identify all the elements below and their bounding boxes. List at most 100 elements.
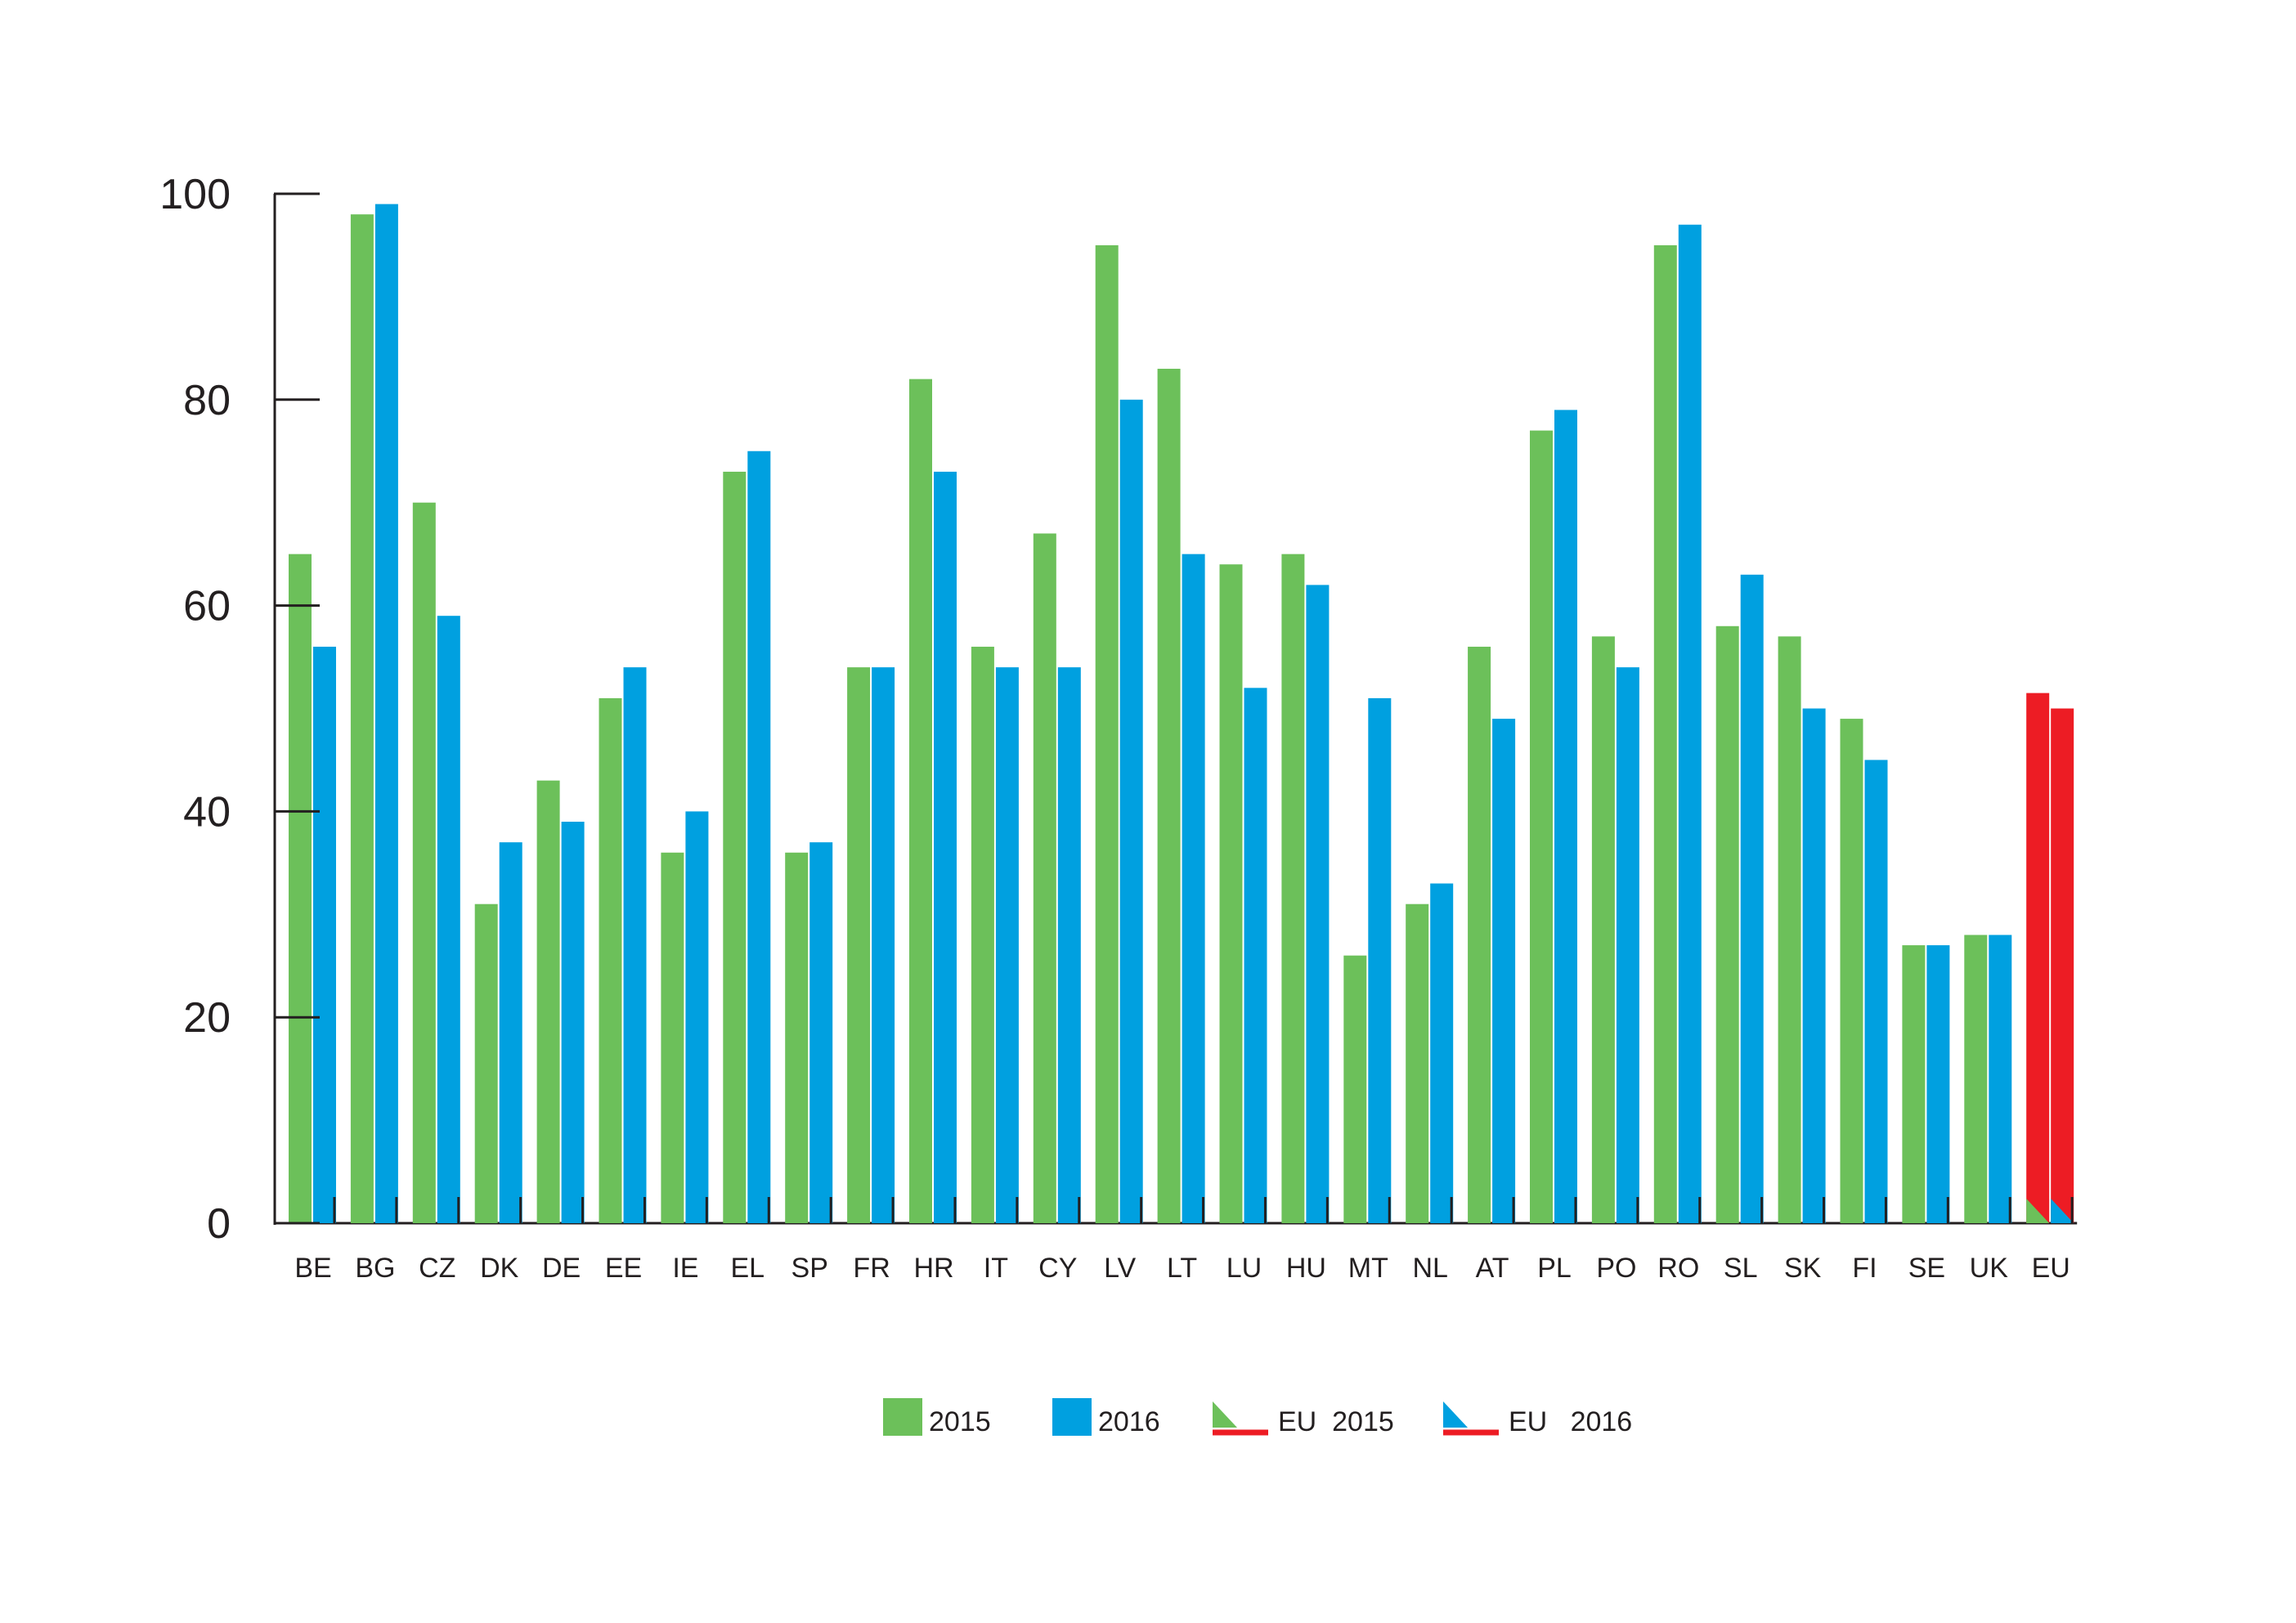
bar-sp-2016 <box>809 842 833 1223</box>
y-tick-label: 0 <box>207 1200 231 1248</box>
bar-cz-2015 <box>412 502 436 1223</box>
legend-item-1: 2016 <box>1052 1398 1160 1437</box>
legend-swatch <box>883 1398 922 1436</box>
eu-series-marker <box>2051 1199 2074 1223</box>
bar-el-2016 <box>747 451 771 1223</box>
legend-label: 2015 <box>929 1406 991 1437</box>
legend-triangle-swatch <box>1443 1401 1468 1428</box>
bar-sl-2015 <box>1715 625 1739 1223</box>
x-tick-label: SK <box>1784 1253 1822 1284</box>
bar-at-2016 <box>1492 719 1516 1223</box>
bar-nl-2016 <box>1430 883 1454 1223</box>
bar-nl-2015 <box>1406 903 1429 1223</box>
bar-de-2016 <box>561 821 585 1223</box>
x-tick-label: DE <box>542 1253 581 1284</box>
x-tick-label: SL <box>1724 1253 1758 1284</box>
bar-hu-2015 <box>1281 554 1305 1223</box>
legend-triangle-swatch <box>1213 1401 1237 1428</box>
bar-sk-2016 <box>1802 708 1826 1223</box>
bar-cy-2015 <box>1033 533 1056 1223</box>
x-tick-label: AT <box>1476 1253 1509 1284</box>
x-tick-label: HU <box>1286 1253 1326 1284</box>
x-tick-label: LV <box>1104 1253 1136 1284</box>
x-tick-label: PO <box>1596 1253 1636 1284</box>
x-tick-label: EE <box>605 1253 642 1284</box>
bar-ee-2015 <box>599 697 622 1223</box>
bar-ie-2015 <box>661 852 684 1223</box>
bar-fi-2015 <box>1840 719 1863 1223</box>
bar-lt-2015 <box>1157 369 1181 1223</box>
bar-be-2016 <box>313 646 336 1223</box>
x-tick-label: BE <box>294 1253 331 1284</box>
bar-sk-2015 <box>1778 636 1801 1223</box>
bar-eu-2016 <box>2051 708 2074 1223</box>
bar-at-2015 <box>1468 646 1491 1223</box>
bar-lt-2016 <box>1182 554 1205 1223</box>
bar-lu-2015 <box>1219 564 1243 1223</box>
legend-label: EU 2016 <box>1509 1406 1632 1437</box>
bar-sl-2016 <box>1740 574 1764 1223</box>
legend-item-0: 2015 <box>883 1398 991 1437</box>
legend-item-3: EU 2016 <box>1443 1401 1632 1437</box>
x-tick-label: DK <box>480 1253 519 1284</box>
bar-lv-2015 <box>1095 244 1119 1224</box>
bar-cy-2016 <box>1057 667 1081 1223</box>
bar-bg-2015 <box>350 214 374 1224</box>
bar-el-2015 <box>723 471 747 1223</box>
bar-it-2015 <box>971 646 994 1223</box>
x-tick-label: PL <box>1537 1253 1572 1284</box>
bar-ro-2016 <box>1678 224 1702 1223</box>
bar-mt-2016 <box>1368 697 1392 1223</box>
bar-pl-2015 <box>1530 430 1553 1223</box>
x-tick-label: CY <box>1038 1253 1077 1284</box>
bar-pl-2016 <box>1554 410 1577 1223</box>
bar-lv-2016 <box>1119 399 1143 1223</box>
bar-hr-2016 <box>934 471 957 1223</box>
bar-po-2015 <box>1591 636 1615 1223</box>
y-tick-label: 100 <box>159 171 231 218</box>
y-tick-label: 40 <box>183 788 231 836</box>
bar-uk-2015 <box>1964 935 1988 1223</box>
x-tick-label: SE <box>1908 1253 1945 1284</box>
eu-series-marker <box>2026 1199 2050 1223</box>
bar-fi-2016 <box>1864 760 1888 1223</box>
bar-bg-2016 <box>374 204 398 1224</box>
bar-fr-2016 <box>872 667 895 1223</box>
x-tick-label: FR <box>853 1253 890 1284</box>
y-axis-ticks: 0 20 40 60 80 100 <box>159 171 320 1248</box>
x-tick-label: EL <box>731 1253 765 1284</box>
bar-se-2015 <box>1902 945 1926 1223</box>
bar-fr-2015 <box>847 667 871 1223</box>
x-tick-label: CZ <box>419 1253 455 1284</box>
bar-ie-2016 <box>685 811 709 1223</box>
bar-ro-2015 <box>1653 244 1677 1224</box>
x-tick-label: UK <box>1970 1253 2009 1284</box>
x-tick-label: RO <box>1657 1253 1699 1284</box>
bar-ee-2016 <box>623 667 647 1223</box>
bar-po-2016 <box>1616 667 1639 1223</box>
legend-swatch <box>1052 1398 1092 1436</box>
x-tick-label: FI <box>1852 1253 1877 1284</box>
legend: 2015 2016 EU 2015 EU 2016 <box>883 1398 1632 1437</box>
x-tick-label: BG <box>355 1253 395 1284</box>
y-tick-label: 60 <box>183 583 231 630</box>
x-tick-label: SP <box>791 1253 828 1284</box>
bar-hr-2015 <box>909 379 932 1223</box>
x-tick-label: IE <box>672 1253 698 1284</box>
legend-label: EU 2015 <box>1278 1406 1394 1437</box>
bars <box>289 204 2074 1224</box>
x-tick-label: MT <box>1348 1253 1388 1284</box>
bar-cz-2016 <box>437 616 460 1223</box>
x-axis-ticks: BE BG CZ DK DE EE IE EL SP FR HR IT CY LV LT LU HU MT NL AT… <box>294 1197 2074 1284</box>
bar-dk-2015 <box>474 903 498 1223</box>
legend-label: 2016 <box>1098 1406 1160 1437</box>
x-tick-label: EU <box>2032 1253 2070 1284</box>
bar-eu-2015 <box>2026 693 2050 1223</box>
x-tick-label: IT <box>984 1253 1008 1284</box>
bar-lu-2016 <box>1244 688 1267 1223</box>
legend-item-2: EU 2015 <box>1213 1401 1394 1437</box>
bar-dk-2016 <box>499 842 522 1223</box>
bar-uk-2016 <box>1989 935 2012 1223</box>
x-tick-label: NL <box>1412 1253 1447 1284</box>
